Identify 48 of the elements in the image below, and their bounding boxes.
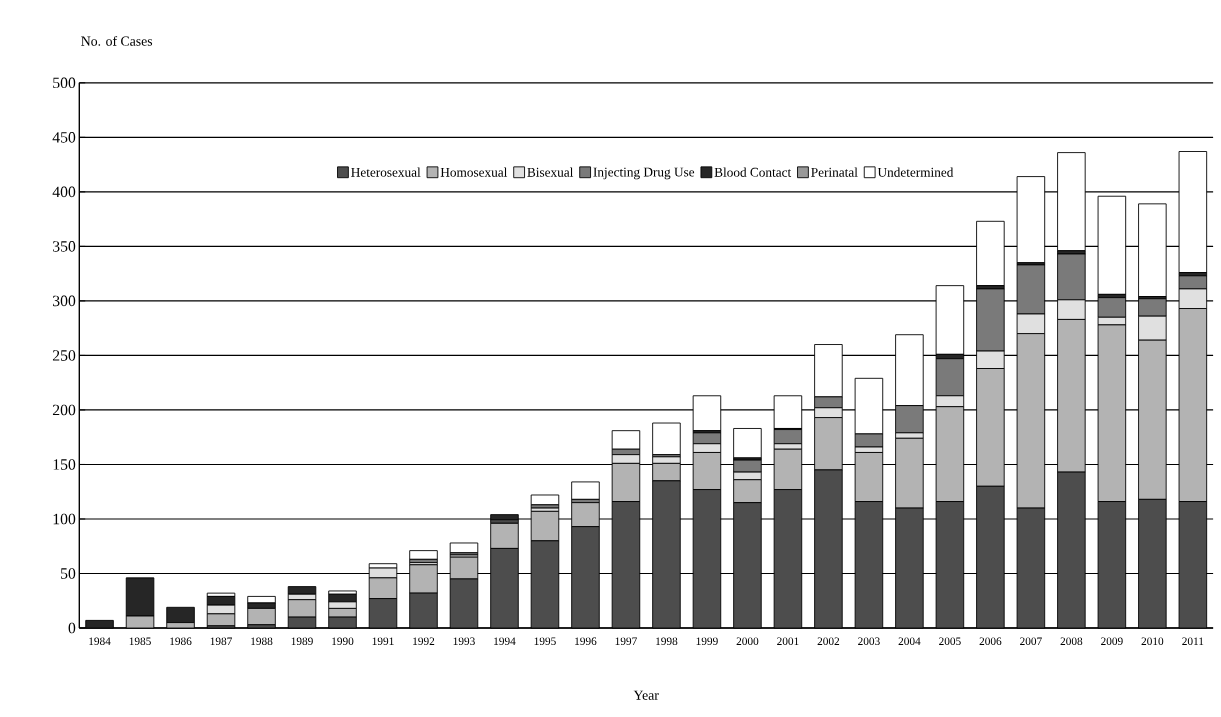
y-tick-label: 300 <box>53 295 76 307</box>
x-tick-label: 2002 <box>817 637 840 646</box>
x-tick-label: 2003 <box>858 637 880 646</box>
x-tick-label: 1987 <box>210 637 232 646</box>
y-tick-label: 350 <box>53 241 76 252</box>
x-tick-label: 1992 <box>413 637 435 646</box>
y-tick-label: 400 <box>52 186 76 198</box>
x-tick-label: 2005 <box>939 637 961 646</box>
x-tick-label: 2010 <box>1141 637 1164 646</box>
legend-label: Undetermined <box>877 167 954 177</box>
x-tick-label: 2011 <box>1182 637 1204 646</box>
legend-label: Homosexual <box>440 167 508 177</box>
x-tick-label: 1995 <box>534 637 556 646</box>
x-tick-label: 2000 <box>736 637 759 646</box>
x-tick-label: 2007 <box>1020 637 1042 646</box>
y-tick-label: 50 <box>61 568 76 579</box>
x-tick-label: 2001 <box>777 637 799 646</box>
x-tick-label: 1990 <box>332 637 354 646</box>
x-tick-label: 1996 <box>575 637 597 646</box>
x-tick-label: 1994 <box>494 637 516 646</box>
x-axis-title: Year <box>633 690 659 700</box>
y-tick-label: 0 <box>68 622 76 634</box>
legend-label: Heterosexual <box>351 167 421 177</box>
y-tick-label: 500 <box>53 77 76 89</box>
x-tick-label: 1998 <box>656 637 678 646</box>
x-tick-label: 1999 <box>696 637 718 646</box>
y-tick-label: 250 <box>52 350 76 361</box>
x-tick-label: 1988 <box>251 637 273 646</box>
x-tick-label: 1985 <box>129 637 151 646</box>
y-tick-label: 150 <box>53 459 76 470</box>
x-tick-label: 2009 <box>1101 637 1123 646</box>
legend-label: Bisexual <box>527 167 574 177</box>
y-axis-title: No. of Cases <box>81 36 153 46</box>
x-tick-label: 1991 <box>372 637 394 646</box>
legend-label: Perinatal <box>811 167 858 177</box>
legend-label: Blood Contact <box>714 167 792 177</box>
x-tick-label: 1997 <box>615 637 637 646</box>
legend-label: Injecting Drug Use <box>593 167 695 180</box>
y-tick-label: 450 <box>52 132 76 143</box>
x-tick-label: 2006 <box>979 637 1002 646</box>
x-tick-label: 1986 <box>170 637 192 646</box>
x-tick-label: 2008 <box>1060 637 1083 646</box>
y-tick-label: 200 <box>52 404 76 416</box>
x-tick-label: 1984 <box>89 637 111 646</box>
x-tick-label: 1989 <box>291 637 313 646</box>
y-tick-label: 100 <box>53 513 76 525</box>
x-tick-label: 1993 <box>453 637 475 646</box>
x-tick-label: 2004 <box>898 637 921 646</box>
